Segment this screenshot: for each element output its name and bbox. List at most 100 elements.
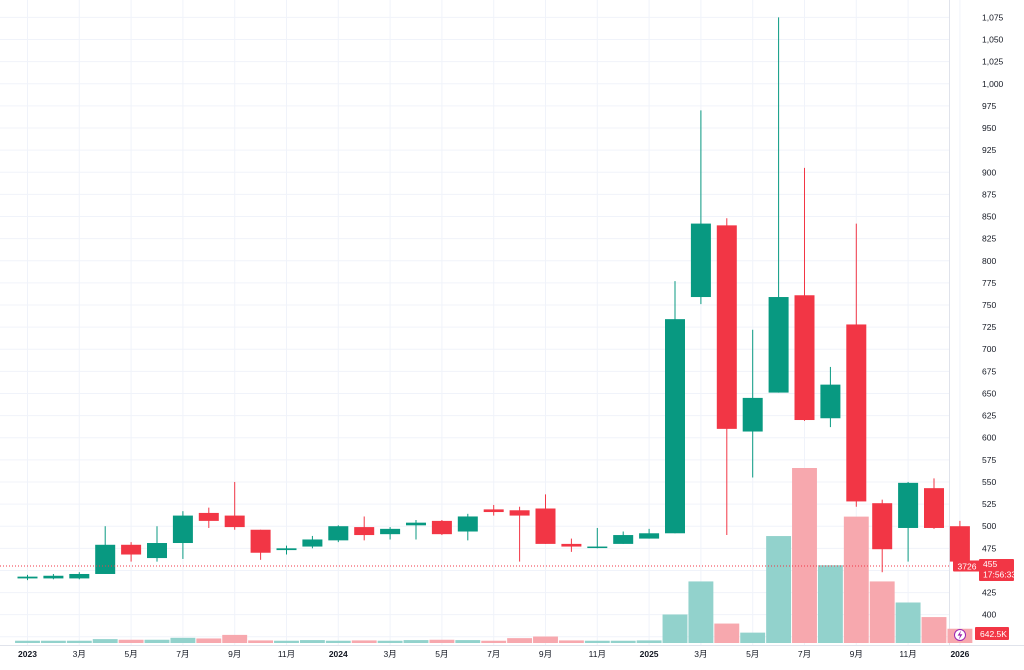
volume-bar: [15, 640, 40, 643]
price-tick-label: 525: [982, 499, 996, 509]
candle: [406, 520, 426, 540]
last-price-box: [979, 559, 1014, 582]
bar-countdown-label: 17:56:33: [983, 570, 1016, 580]
candle-body: [561, 543, 582, 547]
candle-body: [43, 575, 64, 579]
candle: [43, 573, 64, 580]
volume-bar: [533, 636, 558, 643]
candle: [276, 545, 297, 555]
candle-body: [716, 225, 737, 429]
price-tick-label: 825: [982, 234, 996, 244]
volume-bar: [869, 581, 895, 643]
volume-bar: [792, 468, 817, 643]
volume-bar: [170, 637, 196, 643]
candle: [924, 478, 944, 529]
candle-body: [639, 533, 660, 539]
time-tick-label: 5月: [435, 649, 448, 659]
candle-body: [380, 528, 401, 535]
price-tick-label: 775: [982, 278, 996, 288]
candle: [172, 511, 193, 559]
price-axis: 1,075 1,050 1,025 1,000 975 950 925 900 875 850 82…: [982, 12, 1004, 641]
price-tick-label: 1,025: [982, 57, 1004, 67]
candle: [121, 542, 142, 562]
candle: [587, 527, 608, 549]
price-tick-label: 500: [982, 521, 996, 531]
volume-bar: [636, 640, 662, 643]
candle-body: [224, 515, 245, 528]
candle-body: [587, 546, 608, 549]
volume-bar: [351, 640, 377, 643]
candle-body: [820, 384, 841, 419]
price-tick-label: 575: [982, 455, 996, 465]
price-tick-label: 475: [982, 543, 996, 553]
candle-body: [613, 535, 634, 544]
time-axis: 2023 3月 5月 7月 9月 11月 2024 3月 5月 7月 9月 11月 2025 3月 5月 7月…: [18, 649, 970, 659]
candle-body: [742, 397, 763, 432]
candle-body: [121, 544, 142, 555]
candle: [17, 574, 38, 581]
candle: [898, 481, 919, 562]
time-tick-label: 11月: [589, 649, 606, 659]
price-tick-label: 750: [982, 300, 996, 310]
price-tick-label: 725: [982, 322, 996, 332]
price-tick-label: 875: [982, 189, 996, 199]
time-tick-label: 5月: [124, 649, 137, 659]
candle-body: [198, 512, 219, 521]
volume-bar: [325, 640, 351, 643]
candle: [328, 525, 349, 543]
volume-bar: [274, 640, 299, 643]
candle: [846, 223, 867, 507]
volume-bar: [40, 640, 66, 643]
price-tick-label: 1,050: [982, 35, 1004, 45]
candle: [690, 110, 711, 305]
candle-body: [302, 539, 323, 547]
candle-body: [250, 529, 271, 553]
candle-body: [483, 509, 504, 513]
candle-body: [95, 544, 116, 574]
candle: [794, 167, 815, 421]
volume-bar: [118, 639, 144, 643]
candle: [535, 494, 556, 544]
candle: [613, 531, 634, 544]
price-tick-label: 950: [982, 123, 996, 133]
candle: [69, 572, 90, 580]
price-tick-label: 625: [982, 411, 996, 421]
candle-body: [172, 515, 193, 544]
time-tick-label: 3月: [73, 649, 86, 659]
candle-body: [924, 488, 944, 528]
volume-bar: [714, 623, 740, 643]
last-price-label: 455: [983, 559, 997, 569]
price-tick-label: 925: [982, 145, 996, 155]
candle-body: [846, 324, 867, 502]
time-tick-label: 5月: [746, 649, 759, 659]
candle-body: [794, 295, 815, 421]
candle: [716, 218, 737, 536]
candle: [147, 526, 167, 562]
volume-bar: [248, 640, 274, 643]
volume-bar: [196, 638, 222, 643]
candle: [509, 506, 530, 562]
volume-bar: [403, 640, 429, 643]
volume-bar: [766, 536, 792, 643]
volume-bar: [895, 602, 921, 643]
time-tick-label: 9月: [539, 649, 552, 659]
lightning-icon[interactable]: [954, 629, 966, 641]
volume-bar: [610, 640, 636, 643]
time-tick-label: 2023: [18, 649, 37, 659]
volume-badge-box: [975, 627, 1009, 640]
candle: [872, 499, 893, 573]
volume-bar: [92, 639, 118, 643]
candle: [302, 535, 323, 549]
volume-bar: [429, 639, 455, 643]
volume-bar: [481, 640, 507, 643]
candle: [561, 538, 582, 552]
candle: [820, 366, 841, 428]
extra-label-box: [953, 560, 981, 572]
candle: [768, 17, 789, 393]
extra-label: 3726: [958, 562, 977, 572]
volume-bar: [455, 640, 481, 643]
volume-bar: [740, 632, 766, 643]
candle-body: [665, 319, 685, 534]
